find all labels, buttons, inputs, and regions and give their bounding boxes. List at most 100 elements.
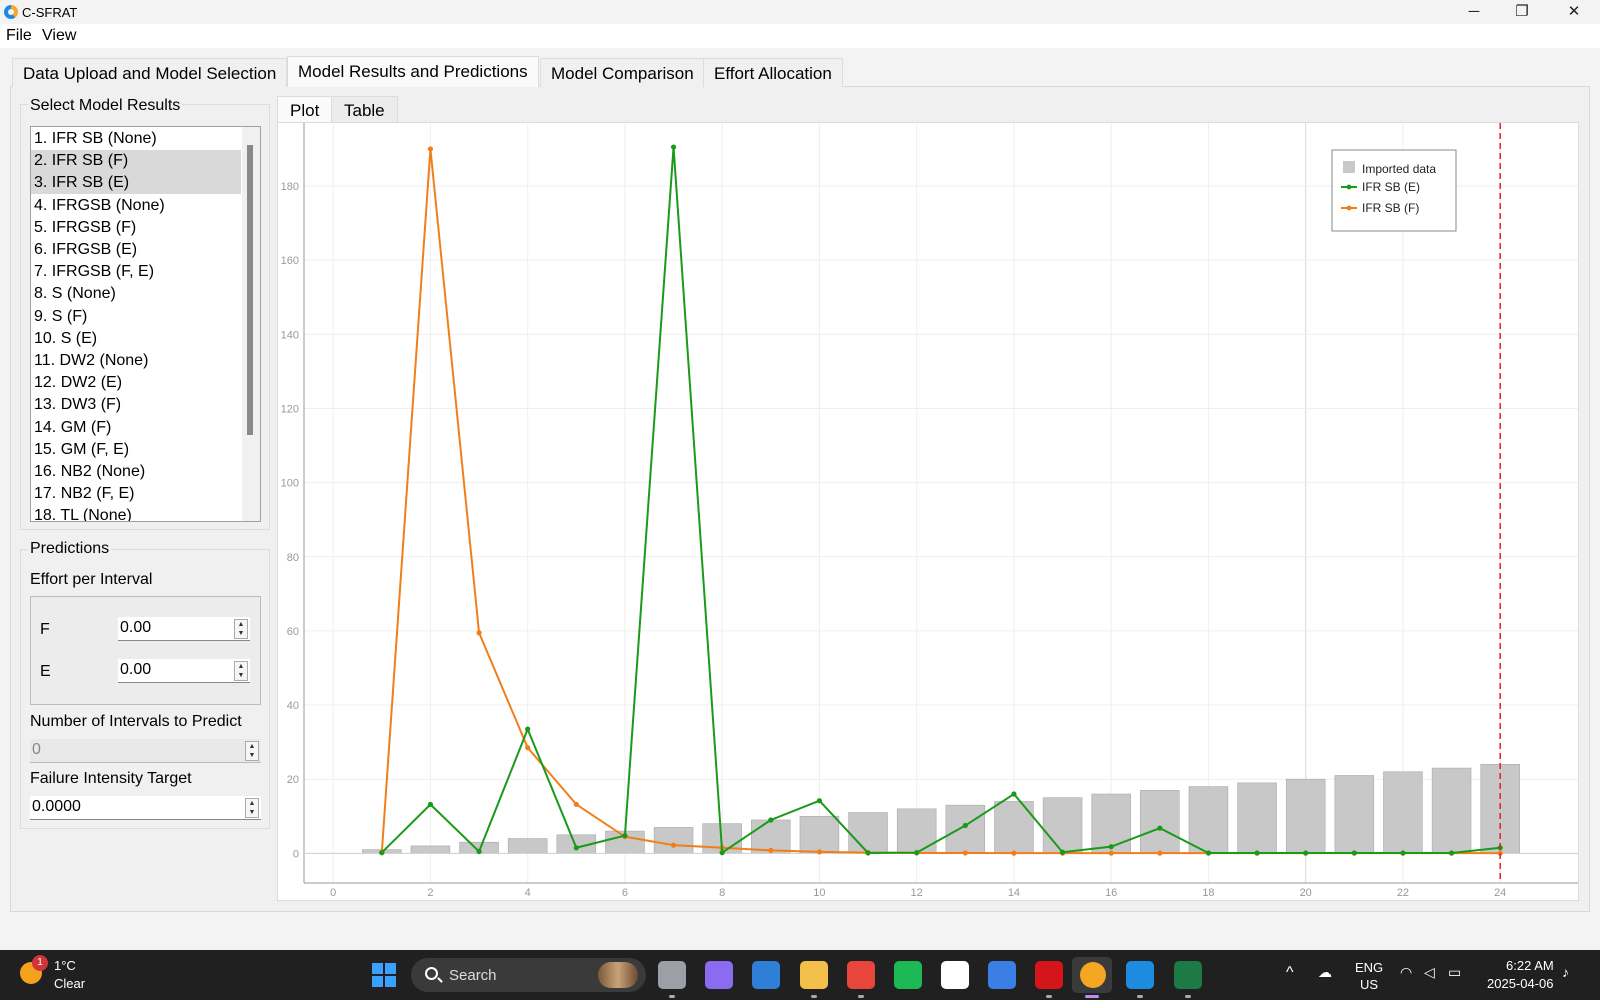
language-bottom[interactable]: US (1360, 977, 1379, 992)
language-top[interactable]: ENG (1355, 960, 1384, 975)
clock-time[interactable]: 6:22 AM (1506, 958, 1554, 973)
close-button[interactable]: ✕ (1567, 3, 1581, 20)
volume-icon[interactable]: ◁ (1424, 964, 1435, 980)
model-list-item[interactable]: 2. IFR SB (F) (31, 150, 241, 173)
weather-desc[interactable]: Clear (54, 976, 86, 991)
start-windows-icon[interactable] (372, 963, 396, 987)
running-app-indicator (669, 995, 675, 998)
file-explorer-icon[interactable] (800, 961, 828, 989)
intensity-target-spinbox[interactable]: 0.0000 ▲ ▼ (30, 796, 261, 820)
effort-box (30, 596, 261, 705)
search-label: Search (449, 967, 497, 984)
minimize-button[interactable]: ─ (1468, 3, 1480, 20)
series-point (962, 850, 968, 856)
tab-data-upload[interactable]: Data Upload and Model Selection (12, 58, 288, 87)
clock-date[interactable]: 2025-04-06 (1487, 976, 1554, 991)
model-list-item[interactable]: 15. GM (F, E) (34, 440, 130, 458)
target-label: Failure Intensity Target (30, 770, 192, 787)
search-highlight-image (598, 962, 638, 988)
model-list-item[interactable]: 8. S (None) (34, 285, 116, 303)
series-point (1108, 844, 1114, 850)
model-list-item[interactable]: 4. IFRGSB (None) (34, 196, 165, 214)
data-bar (1091, 793, 1131, 854)
model-list-item[interactable]: 18. TL (None) (34, 507, 132, 522)
list-scrollbar[interactable] (242, 127, 260, 521)
tray-overflow-chevron-icon[interactable]: ^ (1286, 964, 1294, 981)
taskbar-search[interactable]: Search (411, 958, 646, 992)
y-tick-label: 20 (287, 774, 299, 786)
e-effort-spinbox[interactable]: 0.00 ▲ ▼ (118, 659, 250, 683)
onedrive-cloud-icon[interactable]: ☁ (1318, 964, 1332, 980)
model-list-item[interactable]: 11. DW2 (None) (34, 352, 149, 369)
series-point (816, 849, 823, 855)
x-tick-label: 10 (813, 887, 825, 899)
data-bar (799, 815, 840, 854)
vscode-icon[interactable] (1126, 961, 1154, 989)
ms-store-icon[interactable] (752, 961, 780, 989)
model-list-item[interactable]: 17. NB2 (F, E) (34, 485, 135, 503)
spotify-icon[interactable] (894, 961, 922, 989)
battery-icon[interactable]: ▭ (1448, 964, 1462, 980)
subtab-table[interactable]: Table (331, 96, 398, 123)
model-list-item[interactable]: 5. IFRGSB (F) (34, 218, 137, 236)
x-tick-label: 6 (622, 887, 628, 899)
y-tick-label: 60 (287, 626, 299, 638)
model-list-item[interactable]: 7. IFRGSB (F, E) (34, 263, 155, 281)
notification-bell-icon[interactable]: ♪ (1562, 964, 1569, 980)
model-list-item[interactable]: 3. IFR SB (E) (31, 172, 241, 195)
model-list-item[interactable]: 16. NB2 (None) (34, 463, 146, 480)
intervals-spin-arrows[interactable]: ▲ ▼ (245, 741, 259, 761)
series-point (1108, 850, 1114, 856)
series-point (1448, 850, 1455, 856)
running-app-indicator (858, 995, 864, 998)
plot-area[interactable]: 0 2 4 6 8 10 12 14 16 18 20 22 24 0 20 40 60 80 100 120 140 1… (277, 122, 1579, 901)
data-bar (1140, 790, 1180, 854)
y-tick-label: 140 (281, 329, 299, 341)
copilot-icon[interactable] (705, 961, 733, 989)
subtab-plot[interactable]: Plot (277, 96, 333, 123)
target-spin-arrows[interactable]: ▲ ▼ (245, 798, 259, 818)
task-view-icon[interactable] (658, 961, 686, 989)
intervals-spinbox[interactable]: 0 ▲ ▼ (30, 739, 261, 763)
model-results-list[interactable]: 1. IFR SB (None) 2. IFR SB (F) 3. IFR SB (… (30, 126, 261, 522)
series-point (670, 842, 677, 848)
e-spin-arrows[interactable]: ▲ ▼ (234, 661, 248, 681)
weather-badge: 1 (32, 955, 48, 971)
tab-model-results[interactable]: Model Results and Predictions (287, 56, 539, 87)
list-scroll-thumb[interactable] (247, 145, 253, 435)
model-list-item[interactable]: 1. IFR SB (None) (34, 130, 157, 147)
series-point (768, 817, 774, 823)
y-tick-label: 40 (287, 700, 299, 712)
restore-button[interactable]: ❐ (1515, 3, 1529, 20)
csfrat-icon[interactable] (1072, 957, 1112, 993)
select-model-title: Select Model Results (28, 97, 183, 115)
f-effort-value: 0.00 (120, 619, 152, 636)
f-effort-spinbox[interactable]: 0.00 ▲ ▼ (118, 617, 250, 641)
series-point (1254, 850, 1260, 856)
todo-icon[interactable] (988, 961, 1016, 989)
model-list-item[interactable]: 13. DW3 (F) (34, 396, 122, 414)
legend-swatch-imported (1343, 161, 1355, 173)
model-list-item[interactable]: 10. S (E) (34, 329, 98, 347)
wifi-icon[interactable]: ◠ (1400, 964, 1413, 980)
tab-effort-allocation[interactable]: Effort Allocation (703, 58, 843, 87)
running-app-indicator (1185, 995, 1191, 998)
model-list-item[interactable]: 14. GM (F) (34, 418, 112, 436)
excel-icon[interactable] (1174, 961, 1202, 989)
chrome-icon[interactable] (847, 961, 875, 989)
model-list-item[interactable]: 12. DW2 (E) (34, 374, 123, 392)
weather-temp[interactable]: 1°C (54, 958, 76, 973)
legend-label-imported: Imported data (1362, 162, 1436, 176)
data-bar (848, 812, 888, 854)
notion-icon[interactable] (941, 961, 969, 989)
menu-view[interactable]: View (42, 27, 77, 44)
menu-file[interactable]: File (6, 27, 32, 44)
tab-model-comparison[interactable]: Model Comparison (540, 58, 705, 87)
model-list-item[interactable]: 6. IFRGSB (E) (34, 241, 138, 258)
acrobat-icon[interactable] (1035, 961, 1063, 989)
model-list-item[interactable]: 9. S (F) (34, 307, 88, 325)
x-tick-label: 18 (1202, 887, 1214, 899)
legend-marker (1346, 205, 1352, 211)
series-point (1351, 850, 1357, 856)
f-spin-arrows[interactable]: ▲ ▼ (234, 619, 248, 639)
